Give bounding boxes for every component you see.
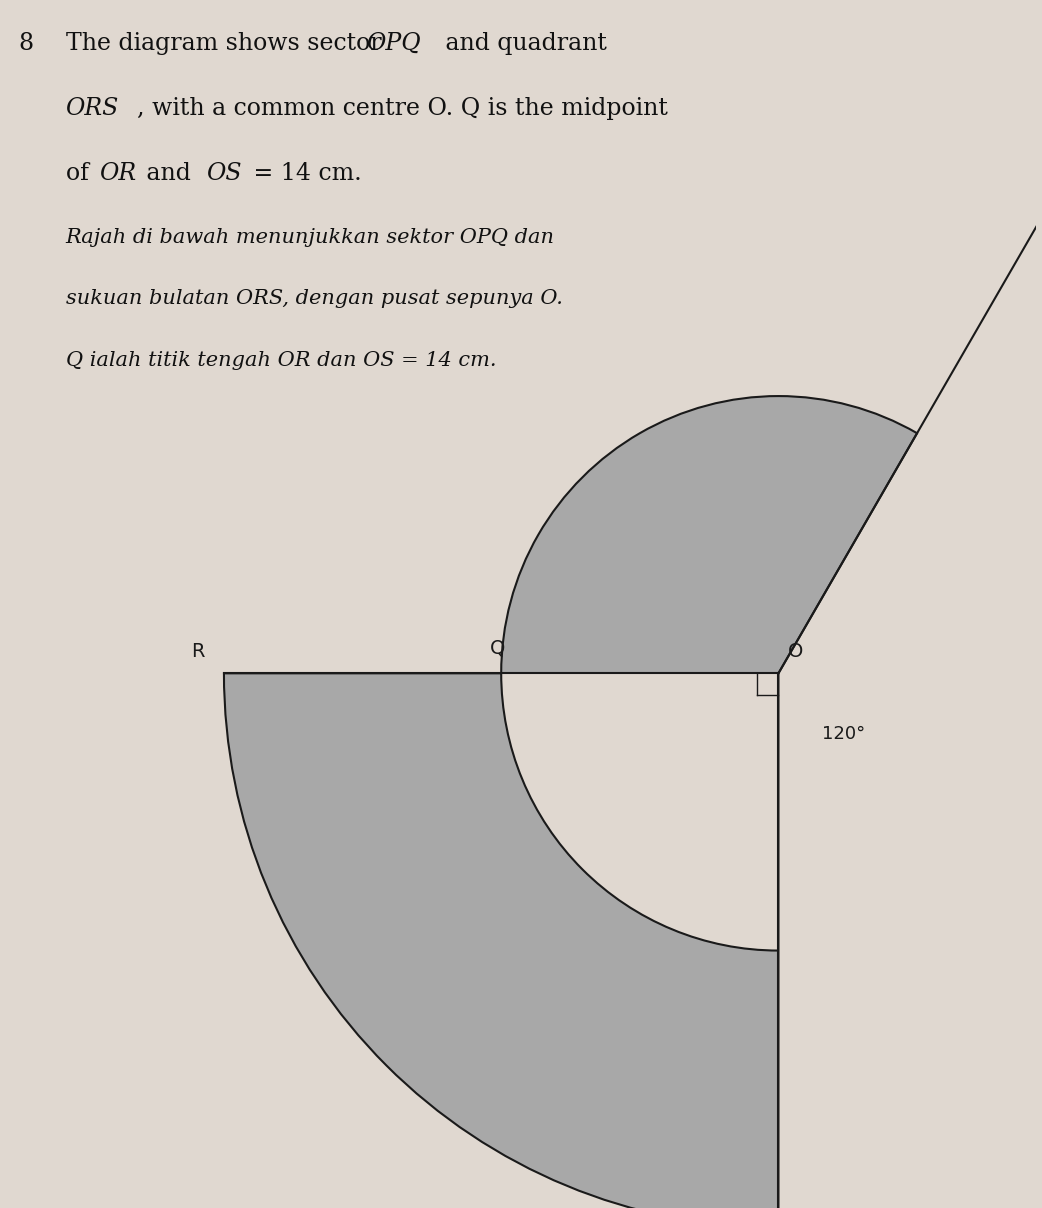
Text: = 14 cm.: = 14 cm. bbox=[246, 162, 362, 185]
Wedge shape bbox=[501, 396, 917, 673]
Text: of: of bbox=[66, 162, 96, 185]
Text: , with a common centre O. Q is the midpoint: , with a common centre O. Q is the midpo… bbox=[137, 97, 668, 120]
Text: and quadrant: and quadrant bbox=[438, 31, 606, 54]
Text: sukuan bulatan ORS, dengan pusat sepunya O.: sukuan bulatan ORS, dengan pusat sepunya… bbox=[66, 289, 563, 308]
Text: R: R bbox=[191, 643, 204, 662]
Text: 8: 8 bbox=[18, 31, 33, 54]
Text: 120°: 120° bbox=[822, 725, 865, 743]
Text: OPQ: OPQ bbox=[367, 31, 421, 54]
Wedge shape bbox=[224, 673, 778, 1208]
Text: Rajah di bawah menunjukkan sektor OPQ dan: Rajah di bawah menunjukkan sektor OPQ da… bbox=[66, 228, 554, 246]
Text: and: and bbox=[139, 162, 198, 185]
Wedge shape bbox=[501, 673, 778, 951]
Text: The diagram shows sector: The diagram shows sector bbox=[66, 31, 389, 54]
Text: Q: Q bbox=[490, 639, 505, 657]
Text: OS: OS bbox=[206, 162, 242, 185]
Text: Q ialah titik tengah OR dan OS = 14 cm.: Q ialah titik tengah OR dan OS = 14 cm. bbox=[66, 350, 496, 370]
Text: O: O bbox=[789, 643, 803, 662]
Text: ORS: ORS bbox=[66, 97, 119, 120]
Text: OR: OR bbox=[99, 162, 137, 185]
